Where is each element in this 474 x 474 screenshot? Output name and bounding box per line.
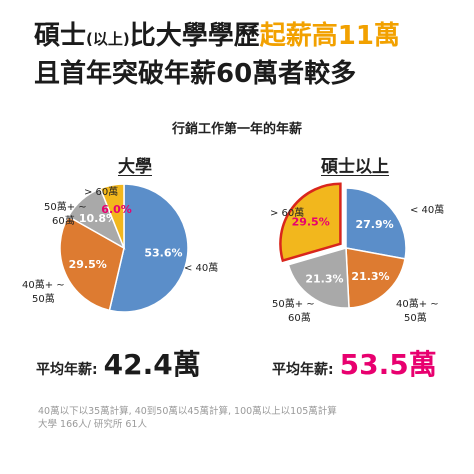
pie1-slice-gt60 <box>279 182 342 263</box>
pie0-label-lt40: < 40萬 <box>184 261 218 274</box>
pie1-value-40to50: 21.3% <box>351 270 389 283</box>
headline: 碩士(以上)比大學學歷起薪高11萬 且首年突破年薪60萬者較多 <box>34 20 464 92</box>
svg-text:50萬: 50萬 <box>32 292 55 305</box>
average-label-bachelor: 平均年薪: <box>36 362 98 378</box>
average-salary-master: 平均年薪: 53.5萬 <box>272 343 437 383</box>
average-label-master: 平均年薪: <box>272 362 334 378</box>
svg-text:60萬: 60萬 <box>52 214 75 227</box>
footnote-line-2: 大學 166人/ 研究所 61人 <box>38 419 147 430</box>
pie1-slice-50to60 <box>287 247 350 309</box>
headline-comparison: 比大學學歷 <box>129 21 260 51</box>
pie0-slice-40to50 <box>59 215 125 312</box>
pie-chart-bachelor: 53.6% 29.5% 10.8%6.0% <box>59 183 189 313</box>
pie-title-bachelor: 大學 <box>118 157 152 177</box>
headline-degree-qualifier: (以上) <box>86 30 130 48</box>
pie1-label-gt60: > 60萬 <box>270 206 304 219</box>
pie1-value-50to60: 21.3% <box>305 272 343 285</box>
pie0-value-40to50: 29.5% <box>69 258 107 271</box>
chart-subtitle: 行銷工作第一年的年薪 <box>171 122 302 137</box>
pie-title-master: 碩士以上 <box>321 157 389 177</box>
pie1-label-lt40: < 40萬 <box>410 203 444 216</box>
headline-line-2: 且首年突破年薪60萬者較多 <box>34 59 357 89</box>
pie-chart-master: 27.9% 21.3% 21.3% 29.5% <box>279 182 407 309</box>
pie1-slice-lt40 <box>345 187 407 260</box>
pie0-label-50to60: 50萬+ ~ 60萬 <box>44 200 87 227</box>
svg-text:60萬: 60萬 <box>288 311 311 324</box>
pie0-value-50to60: 10.8% <box>79 212 117 225</box>
pie0-label-gt60: > 60萬 <box>84 185 118 198</box>
pie1-value-lt40: 27.9% <box>356 218 394 231</box>
svg-text:40萬+ ~: 40萬+ ~ <box>396 297 439 310</box>
headline-line-1: 碩士(以上)比大學學歷起薪高11萬 <box>34 20 464 56</box>
svg-text:50萬: 50萬 <box>404 311 427 324</box>
svg-text:50萬+ ~: 50萬+ ~ <box>272 297 315 310</box>
pie0-value-lt40: 53.6% <box>144 247 182 260</box>
average-salary-bachelor: 平均年薪: 42.4萬 <box>36 343 201 383</box>
average-value-master: 53.5萬 <box>339 348 437 381</box>
svg-text:50萬+ ~: 50萬+ ~ <box>44 200 87 213</box>
pie0-label-40to50: 40萬+ ~ 50萬 <box>22 278 65 305</box>
headline-accent: 起薪高11萬 <box>259 21 400 51</box>
average-value-bachelor: 42.4萬 <box>103 348 201 381</box>
pie1-slice-40to50 <box>345 247 406 309</box>
footnote: 40萬以下以35萬計算, 40到50萬以45萬計算, 100萬以上以105萬計算… <box>38 405 337 431</box>
svg-text:40萬+ ~: 40萬+ ~ <box>22 278 65 291</box>
pie1-label-40to50: 40萬+ ~ 50萬 <box>396 297 439 324</box>
footnote-line-1: 40萬以下以35萬計算, 40到50萬以45萬計算, 100萬以上以105萬計算 <box>38 406 337 417</box>
pie1-value-gt60: 29.5% <box>292 215 330 228</box>
pie1-label-50to60: 50萬+ ~ 60萬 <box>272 297 315 324</box>
pie0-value-gt60: 6.0% <box>101 203 132 216</box>
pie0-slice-lt40 <box>108 183 189 313</box>
pie0-slice-gt60 <box>99 183 125 249</box>
headline-degree: 碩士 <box>34 21 87 51</box>
